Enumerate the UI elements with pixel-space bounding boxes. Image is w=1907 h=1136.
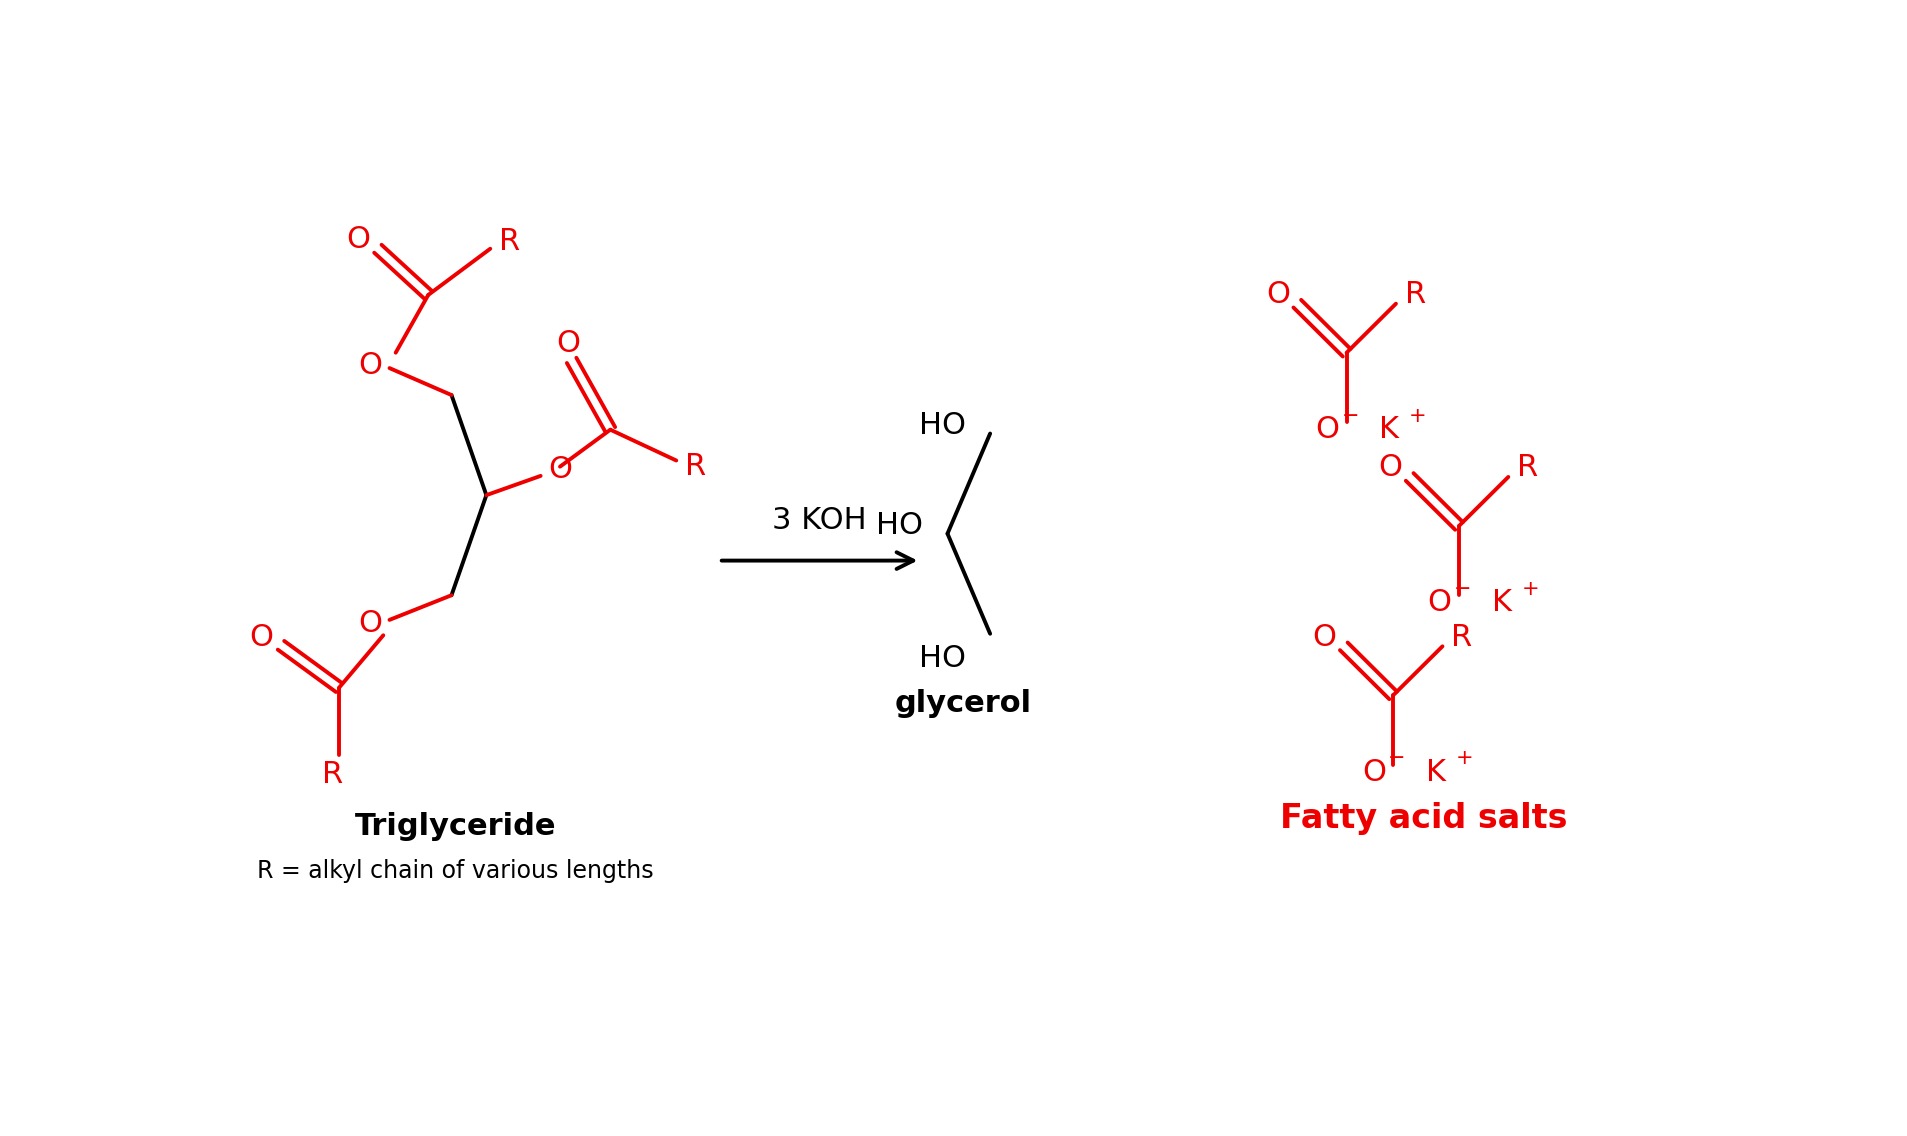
Text: Triglyceride: Triglyceride xyxy=(355,812,557,841)
Text: O: O xyxy=(359,351,381,379)
Text: −: − xyxy=(1343,406,1360,426)
Text: glycerol: glycerol xyxy=(894,688,1032,718)
Text: R: R xyxy=(500,226,521,256)
Text: O: O xyxy=(1316,415,1339,444)
Text: R: R xyxy=(1451,623,1472,652)
Text: +: + xyxy=(1522,579,1539,599)
Text: −: − xyxy=(1388,749,1405,768)
Text: R: R xyxy=(1518,453,1539,482)
Text: Fatty acid salts: Fatty acid salts xyxy=(1280,802,1568,835)
Text: R = alkyl chain of various lengths: R = alkyl chain of various lengths xyxy=(257,859,654,883)
Text: R: R xyxy=(685,452,706,482)
Text: O: O xyxy=(1312,623,1337,652)
Text: O: O xyxy=(1428,588,1451,618)
Text: +: + xyxy=(1409,406,1426,426)
Text: −: − xyxy=(1455,579,1472,599)
Text: K: K xyxy=(1379,415,1400,444)
Text: HO: HO xyxy=(919,411,965,441)
Text: +: + xyxy=(1455,749,1474,768)
Text: O: O xyxy=(1362,758,1386,787)
Text: O: O xyxy=(547,456,572,484)
Text: O: O xyxy=(555,329,580,358)
Text: 3 KOH: 3 KOH xyxy=(772,506,868,535)
Text: O: O xyxy=(1379,453,1402,482)
Text: R: R xyxy=(1405,279,1426,309)
Text: O: O xyxy=(347,225,370,254)
Text: K: K xyxy=(1426,758,1446,787)
Text: O: O xyxy=(1266,279,1289,309)
Text: HO: HO xyxy=(875,511,923,541)
Text: O: O xyxy=(359,609,381,638)
Text: HO: HO xyxy=(919,644,965,673)
Text: K: K xyxy=(1491,588,1512,618)
Text: O: O xyxy=(250,623,273,652)
Text: R: R xyxy=(322,760,343,790)
